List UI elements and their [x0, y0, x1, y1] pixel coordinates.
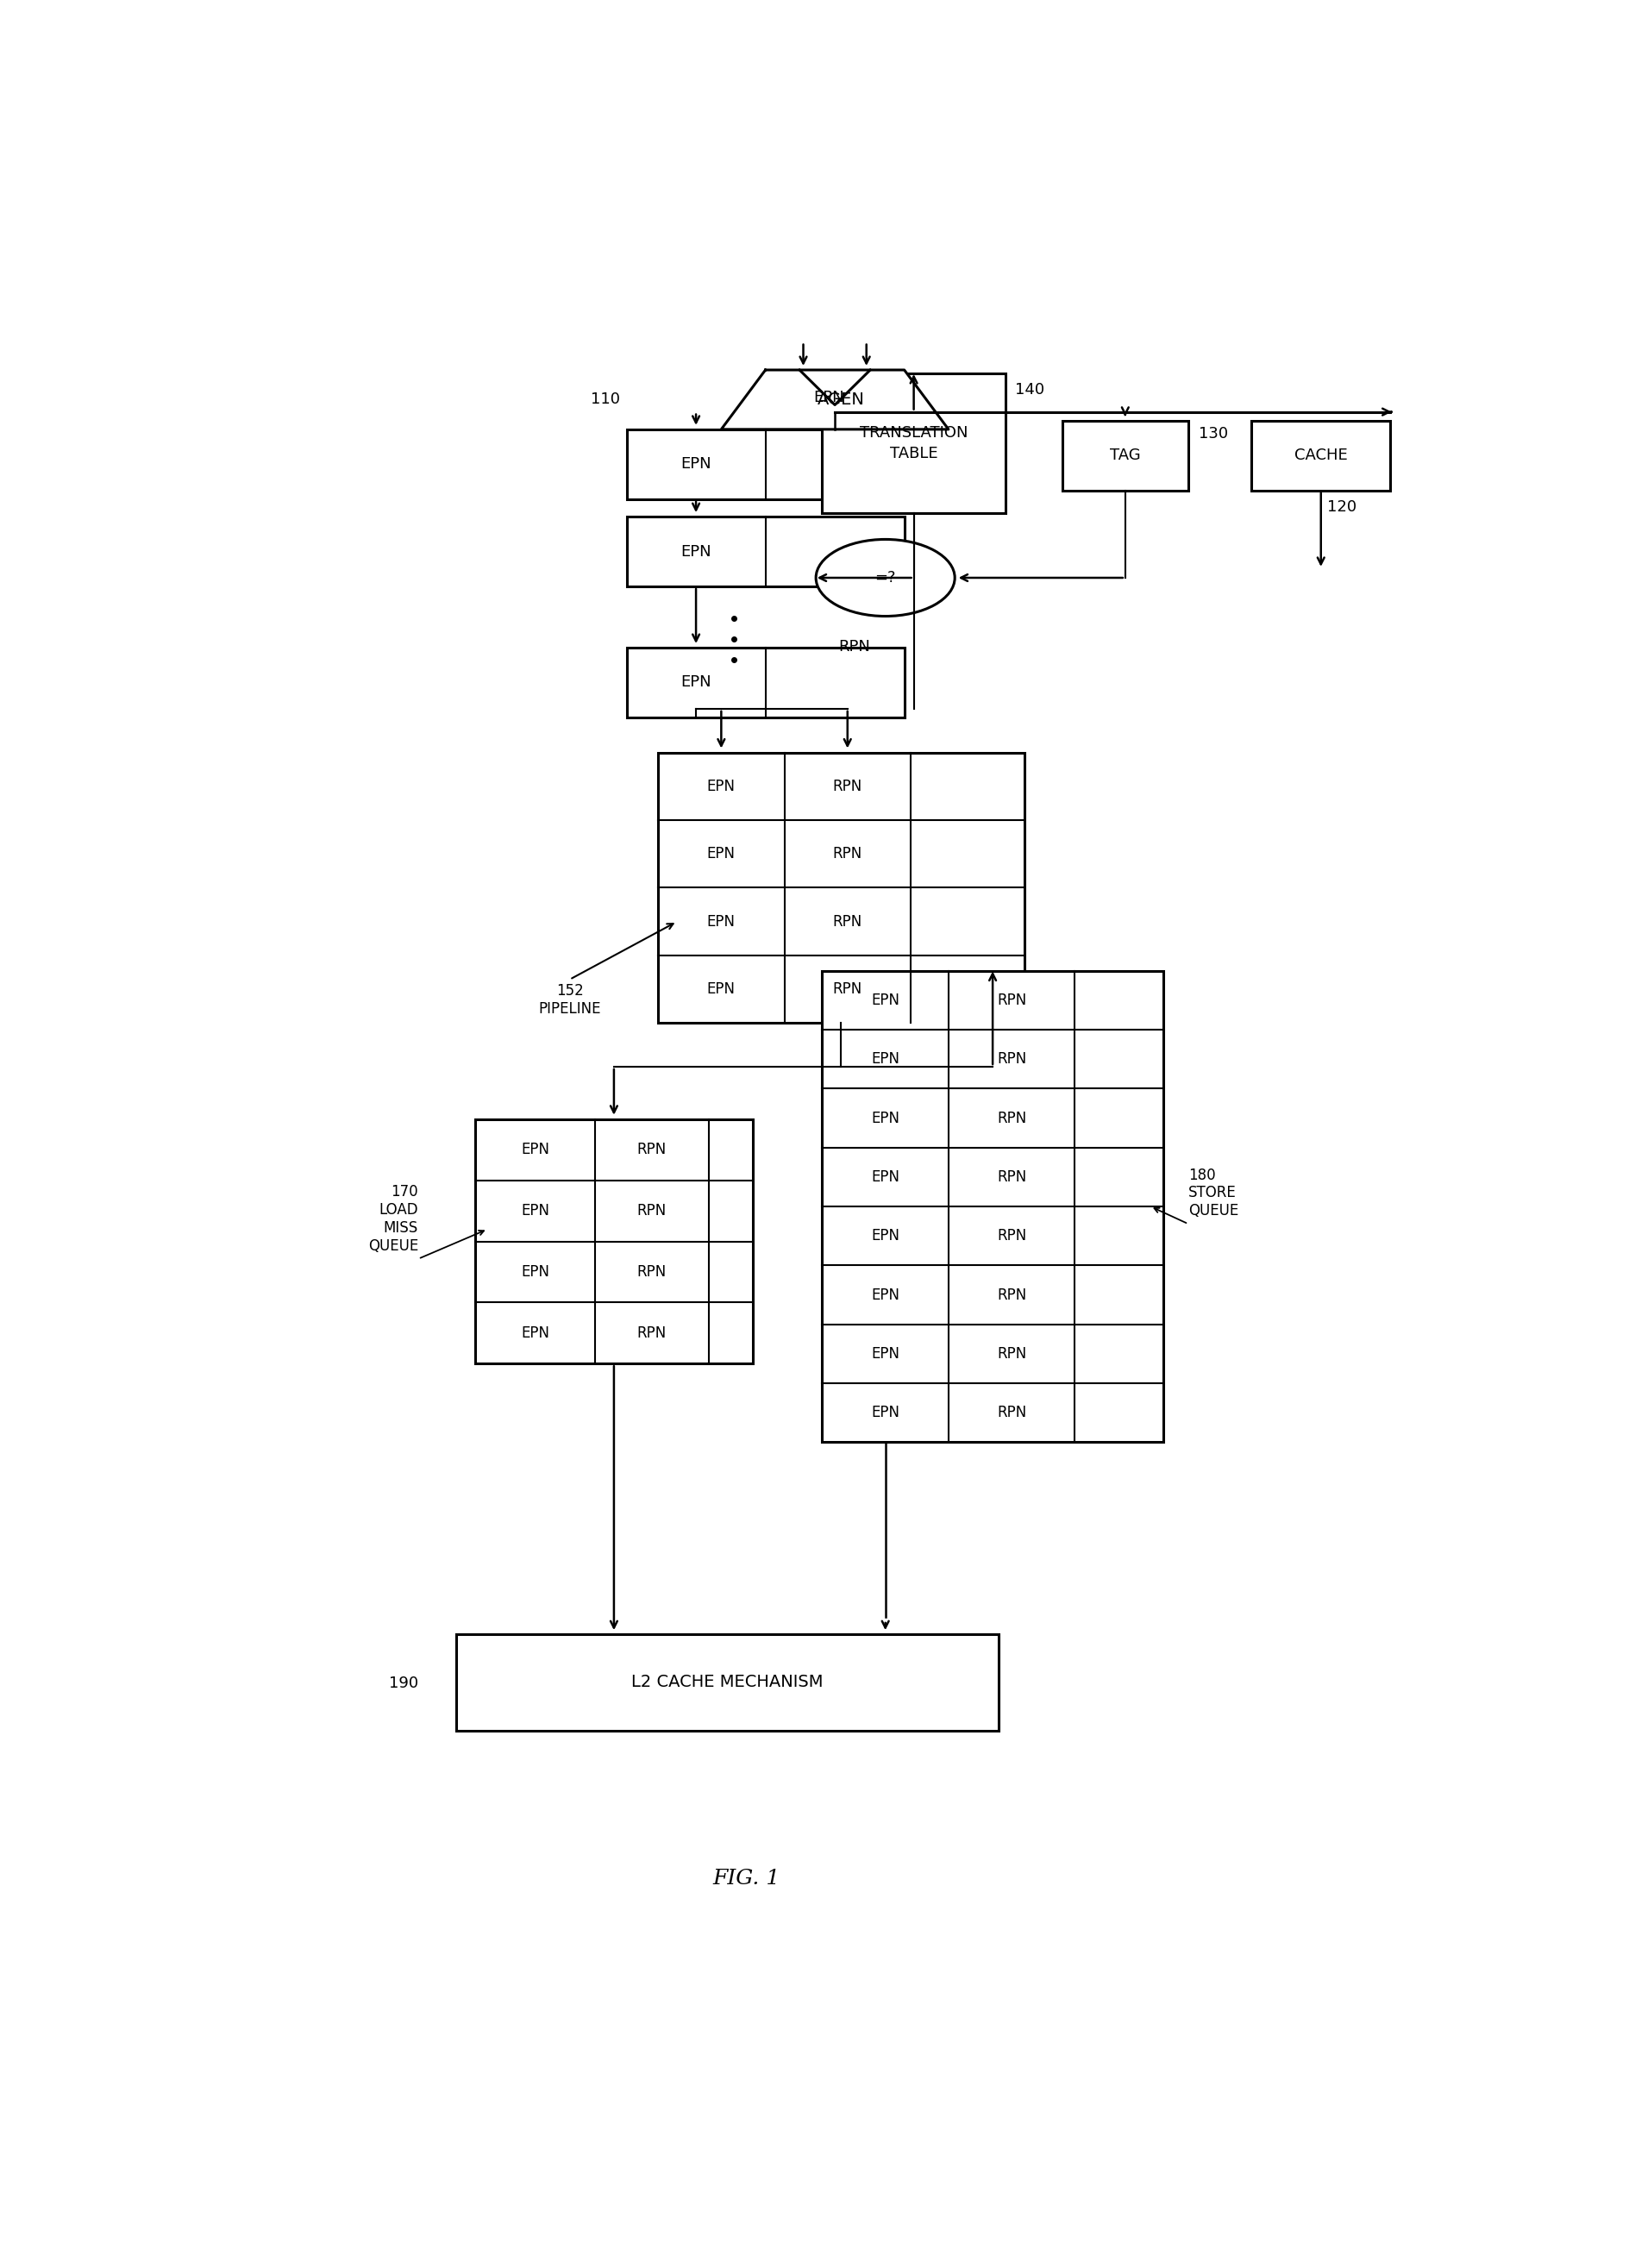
Text: EPN: EPN [681, 456, 712, 472]
Text: RPN: RPN [637, 1202, 666, 1218]
Bar [476, 1118, 753, 1363]
Text: RPN: RPN [997, 1288, 1026, 1302]
Text: FIG. 1: FIG. 1 [714, 1869, 780, 1889]
Text: EPN: EPN [707, 914, 735, 930]
Text: RPN: RPN [832, 846, 862, 862]
Text: L2 CACHE MECHANISM: L2 CACHE MECHANISM [632, 1674, 824, 1690]
Text: EPN: EPN [872, 1170, 899, 1184]
Text: EPN: EPN [707, 778, 735, 794]
Text: EPN: EPN [872, 993, 899, 1007]
Text: 152
PIPELINE: 152 PIPELINE [539, 982, 601, 1016]
Bar [658, 753, 1025, 1023]
Text: RPN: RPN [997, 1229, 1026, 1243]
Text: EPN: EPN [872, 1052, 899, 1066]
Text: RPN: RPN [997, 1052, 1026, 1066]
Text: RPN: RPN [997, 1345, 1026, 1361]
Text: 190: 190 [389, 1676, 419, 1692]
Text: RPN: RPN [997, 1404, 1026, 1420]
Text: EPN: EPN [813, 390, 844, 406]
Text: 140: 140 [1015, 383, 1044, 397]
Bar [1062, 420, 1189, 490]
Text: RPN: RPN [832, 778, 862, 794]
Ellipse shape [816, 540, 955, 617]
Text: 180
STORE
QUEUE: 180 STORE QUEUE [1189, 1168, 1238, 1218]
Bar [627, 649, 904, 717]
Text: RPN: RPN [997, 1170, 1026, 1184]
Text: RPN: RPN [832, 982, 862, 998]
Bar [456, 1635, 999, 1730]
Text: RPN: RPN [637, 1263, 666, 1279]
Text: EPN: EPN [707, 982, 735, 998]
Bar [823, 971, 1163, 1442]
Text: EPN: EPN [681, 676, 712, 689]
Polygon shape [722, 370, 948, 429]
Text: EPN: EPN [872, 1111, 899, 1125]
Text: EPN: EPN [872, 1345, 899, 1361]
Text: EPN: EPN [521, 1202, 549, 1218]
Text: RPN: RPN [637, 1325, 666, 1340]
Text: EPN: EPN [872, 1288, 899, 1302]
Text: EPN: EPN [521, 1325, 549, 1340]
Text: EPN: EPN [521, 1143, 549, 1157]
Text: RPN: RPN [839, 640, 870, 655]
Text: RPN: RPN [832, 914, 862, 930]
Text: =?: =? [875, 569, 896, 585]
Text: EPN: EPN [707, 846, 735, 862]
Text: AGEN: AGEN [818, 392, 865, 408]
Text: EPN: EPN [872, 1404, 899, 1420]
Text: TAG: TAG [1109, 447, 1140, 463]
Text: EPN: EPN [681, 544, 712, 560]
Text: EPN: EPN [521, 1263, 549, 1279]
Text: RPN: RPN [637, 1143, 666, 1157]
Bar [627, 429, 904, 499]
Text: TRANSLATION
TABLE: TRANSLATION TABLE [860, 426, 968, 460]
Text: RPN: RPN [997, 1111, 1026, 1125]
Text: RPN: RPN [997, 993, 1026, 1007]
Text: 110: 110 [591, 392, 621, 408]
Bar [1251, 420, 1391, 490]
Text: 170
LOAD
MISS
QUEUE: 170 LOAD MISS QUEUE [368, 1184, 419, 1254]
Text: 120: 120 [1328, 499, 1357, 515]
Text: CACHE: CACHE [1295, 447, 1347, 463]
Bar [627, 517, 904, 587]
Text: EPN: EPN [872, 1229, 899, 1243]
Bar [823, 374, 1005, 513]
Text: 130: 130 [1199, 426, 1228, 442]
